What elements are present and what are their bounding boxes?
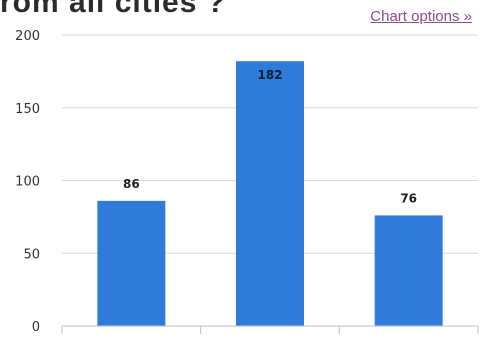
- bars: [97, 61, 443, 326]
- y-tick-label-100: 100: [15, 175, 40, 190]
- data-label-1: 86: [123, 177, 140, 191]
- y-tick-label-200: 200: [15, 29, 40, 44]
- data-labels: 86 182 76: [123, 68, 417, 205]
- bar-3[interactable]: [374, 215, 443, 326]
- chart-options-link[interactable]: Chart options »: [370, 8, 472, 25]
- y-tick-label-150: 150: [15, 102, 40, 117]
- x-axis: [61, 325, 479, 334]
- y-tick-label-50: 50: [23, 247, 40, 262]
- data-label-3: 76: [400, 191, 417, 205]
- data-label-2: 182: [257, 68, 282, 82]
- y-axis-ticks: 0 50 100 150 200: [15, 29, 40, 335]
- y-tick-label-0: 0: [32, 320, 40, 335]
- bar-1[interactable]: [97, 200, 166, 326]
- chart-title-fragment: rom all cities ?: [0, 0, 227, 19]
- bar-2[interactable]: [236, 61, 304, 326]
